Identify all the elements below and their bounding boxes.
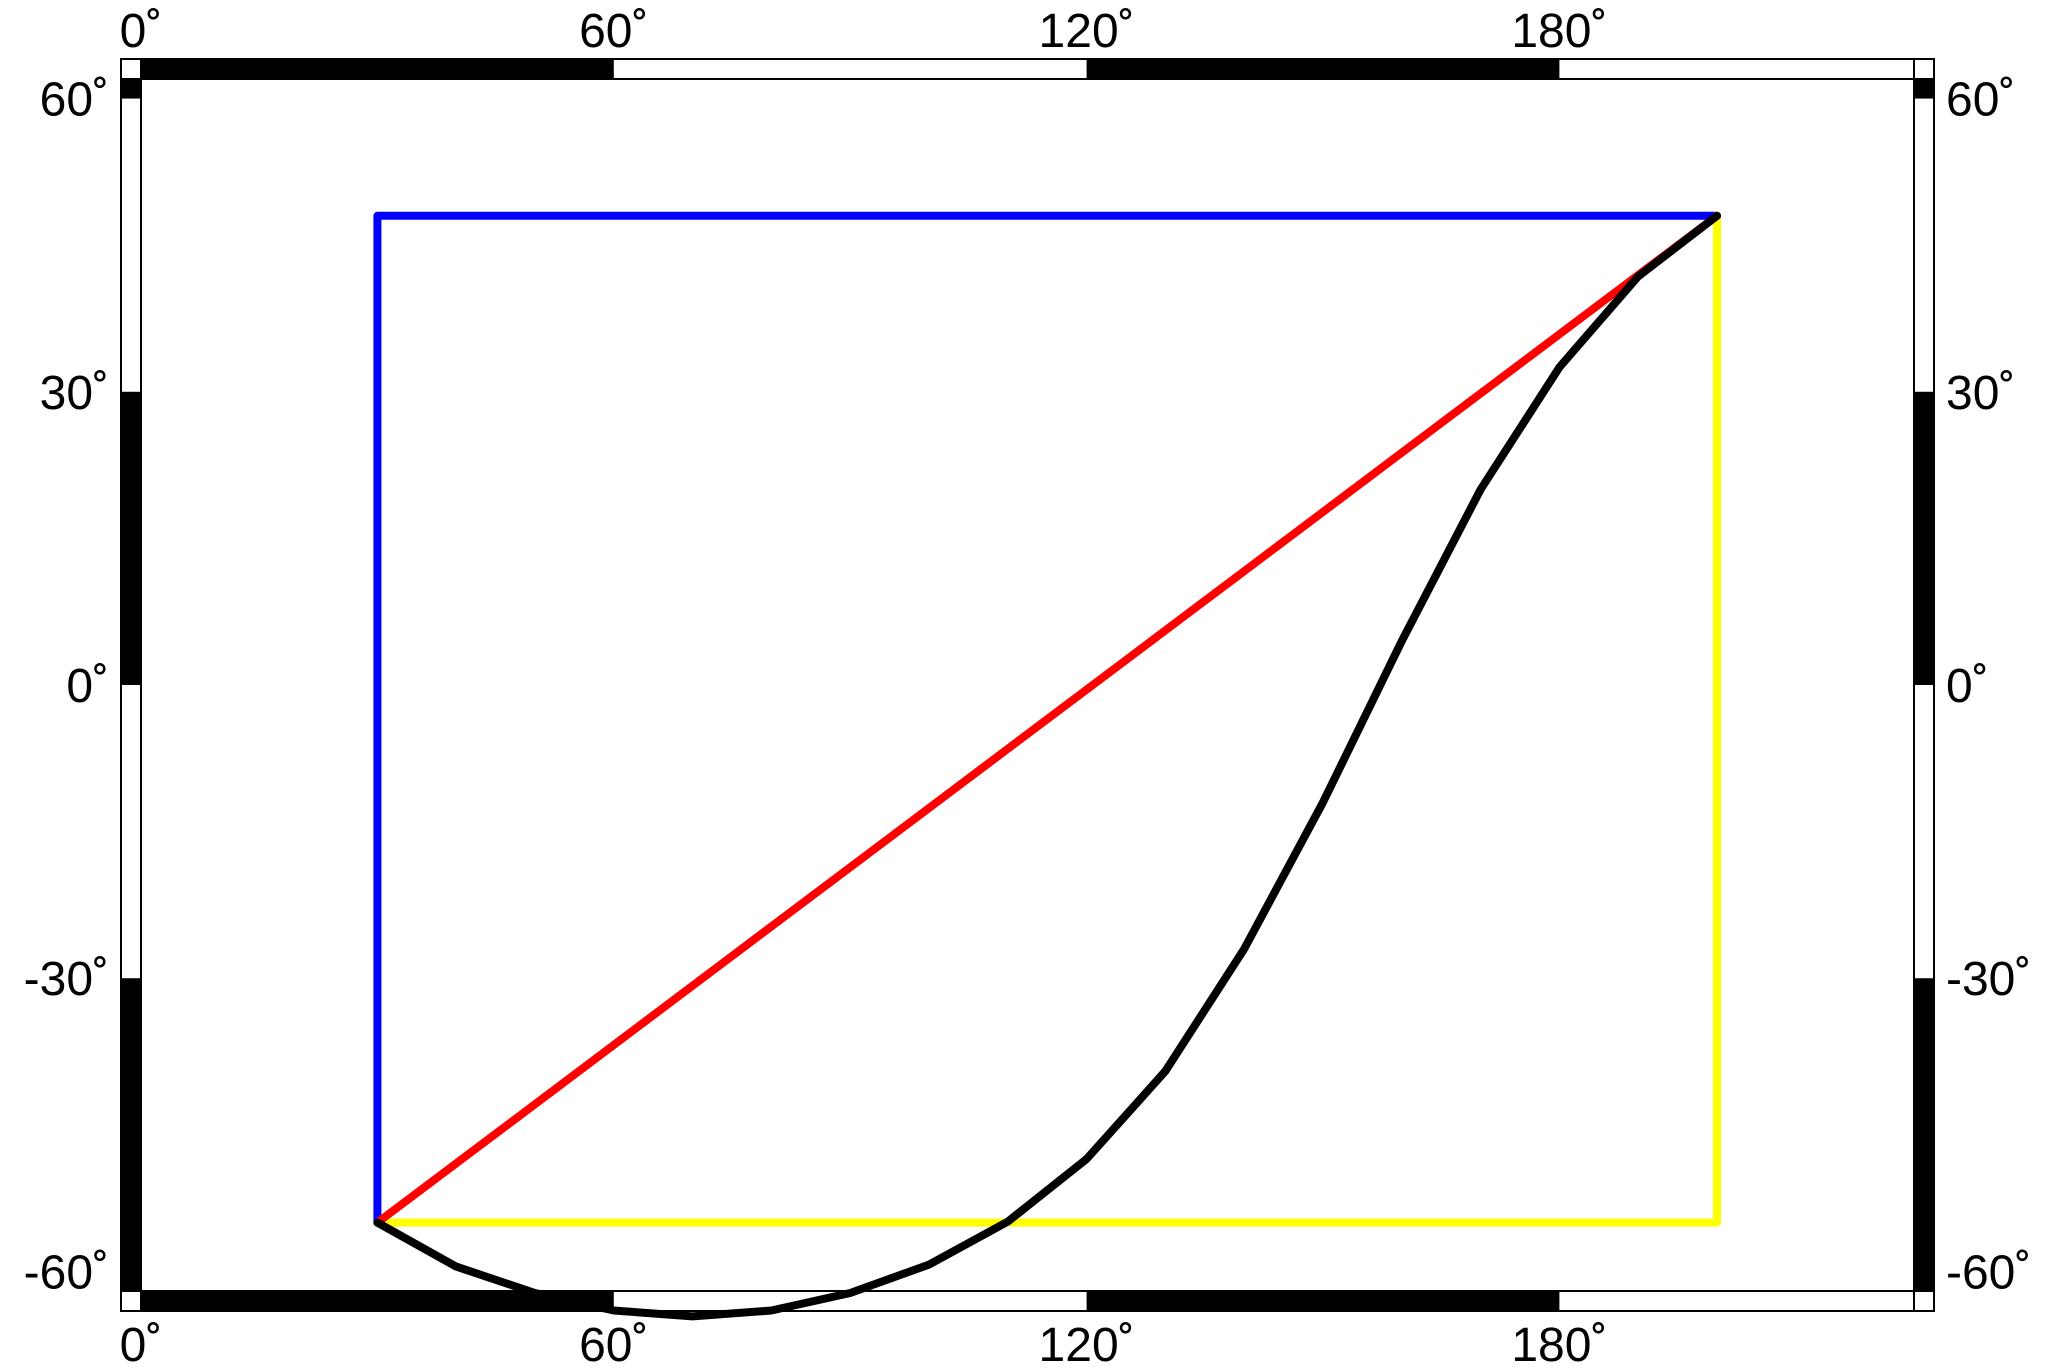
frame-segment-right xyxy=(1914,391,1934,685)
map-line-blue-path xyxy=(373,211,1721,1227)
frame-outer-border xyxy=(120,58,1935,1312)
map-tick-labels: 0˚0˚60˚60˚120˚120˚180˚180˚60˚ 60˚30˚ 30˚0˚… xyxy=(24,5,2032,1371)
frame-segment-left xyxy=(121,391,141,685)
lat-tick-label-right: -30˚ xyxy=(1946,953,2031,1006)
map-lines xyxy=(373,211,1721,1321)
lat-tick-label-left: 0˚ xyxy=(66,660,109,713)
lon-tick-label-bottom: 180˚ xyxy=(1511,1319,1607,1371)
map-line-yellow-path xyxy=(373,211,1721,1227)
lat-tick-label-right: 30˚ xyxy=(1946,367,2015,420)
lon-tick-label-bottom: 0˚ xyxy=(120,1319,163,1371)
frame-segment-bottom xyxy=(1086,1291,1560,1311)
lat-tick-label-right: -60˚ xyxy=(1946,1246,2031,1299)
lon-tick-label-bottom: 60˚ xyxy=(579,1319,648,1371)
lat-tick-label-left: -60˚ xyxy=(24,1246,109,1299)
frame-segment-top xyxy=(1086,59,1560,79)
frame-segment-right xyxy=(1914,79,1934,99)
map-frame xyxy=(120,58,1935,1312)
frame-segment-left xyxy=(121,978,141,1291)
frame-segment-right xyxy=(1914,978,1934,1291)
lat-tick-label-left: 30˚ xyxy=(40,367,109,420)
frame-segment-top xyxy=(141,59,614,79)
map-line-red-path xyxy=(373,211,1721,1227)
lat-tick-label-right: 0˚ xyxy=(1946,660,1989,713)
lon-tick-label-bottom: 120˚ xyxy=(1039,1319,1135,1371)
frame-segment-bottom xyxy=(141,1291,614,1311)
lon-tick-label-top: 60˚ xyxy=(579,5,648,58)
lat-tick-label-left: 60˚ xyxy=(40,74,109,127)
frame-segment-left xyxy=(121,79,141,99)
lon-tick-label-top: 120˚ xyxy=(1039,5,1135,58)
lat-tick-label-left: -30˚ xyxy=(24,953,109,1006)
lat-tick-label-right: 60˚ xyxy=(1946,74,2015,127)
lon-tick-label-top: 180˚ xyxy=(1511,5,1607,58)
lon-tick-label-top: 0˚ xyxy=(120,5,163,58)
map-line-black-path xyxy=(373,211,1721,1321)
frame-inner-border xyxy=(140,78,1915,1292)
